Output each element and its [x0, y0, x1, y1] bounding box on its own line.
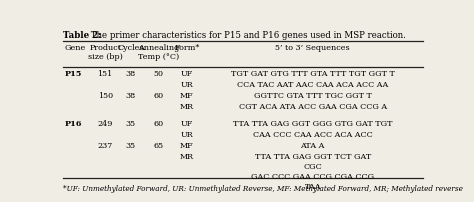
- Text: CCA TAC AAT AAC CAA ACA ACC AA: CCA TAC AAT AAC CAA ACA ACC AA: [237, 80, 388, 88]
- Text: 60: 60: [154, 91, 164, 99]
- Text: 5’ to 3’ Sequences: 5’ to 3’ Sequences: [275, 44, 350, 52]
- Text: Product
size (bp): Product size (bp): [88, 44, 123, 61]
- Text: 35: 35: [126, 120, 136, 128]
- Text: TTA TTA GAG GGT GGG GTG GAT TGT: TTA TTA GAG GGT GGG GTG GAT TGT: [233, 120, 392, 128]
- Text: GGTTC GTA TTT TGC GGT T: GGTTC GTA TTT TGC GGT T: [254, 91, 372, 99]
- Text: TTA TTA GAG GGT TCT GAT
CGC
GAC CCC GAA CCG CGA CCG
TAA: TTA TTA GAG GGT TCT GAT CGC GAC CCC GAA …: [251, 153, 374, 190]
- Text: Form*: Form*: [174, 44, 200, 52]
- Text: ATA A: ATA A: [301, 142, 325, 150]
- Text: 237: 237: [98, 142, 113, 150]
- Text: Cycles: Cycles: [118, 44, 144, 52]
- Text: 151: 151: [98, 69, 113, 77]
- Text: P16: P16: [65, 120, 82, 128]
- Text: CAA CCC CAA ACC ACA ACC: CAA CCC CAA ACC ACA ACC: [253, 131, 373, 139]
- Text: 38: 38: [126, 91, 136, 99]
- Text: *UF: Unmethylated Forward, UR: Unmethylated Reverse, MF: Methylated Forward, MR;: *UF: Unmethylated Forward, UR: Unmethyla…: [63, 184, 463, 192]
- Text: The primer characteristics for P15 and P16 genes used in MSP reaction.: The primer characteristics for P15 and P…: [88, 31, 406, 40]
- Text: 50: 50: [154, 69, 164, 77]
- Text: 65: 65: [154, 142, 164, 150]
- Text: 249: 249: [98, 120, 113, 128]
- Text: CGT ACA ATA ACC GAA CGA CCG A: CGT ACA ATA ACC GAA CGA CCG A: [238, 102, 387, 110]
- Text: 150: 150: [98, 91, 113, 99]
- Text: MF: MF: [180, 91, 194, 99]
- Text: UR: UR: [181, 80, 193, 88]
- Text: MR: MR: [180, 102, 194, 110]
- Text: 35: 35: [126, 142, 136, 150]
- Text: UR: UR: [181, 131, 193, 139]
- Text: UF: UF: [181, 69, 193, 77]
- Text: Annealing
Temp (°C): Annealing Temp (°C): [138, 44, 179, 61]
- Text: UF: UF: [181, 120, 193, 128]
- Text: 60: 60: [154, 120, 164, 128]
- Text: TGT GAT GTG TTT GTA TTT TGT GGT T: TGT GAT GTG TTT GTA TTT TGT GGT T: [231, 69, 395, 77]
- Text: P15: P15: [65, 69, 82, 77]
- Text: MR: MR: [180, 153, 194, 161]
- Text: Table 2:: Table 2:: [63, 31, 101, 40]
- Text: Gene: Gene: [65, 44, 86, 52]
- Text: 38: 38: [126, 69, 136, 77]
- Text: MF: MF: [180, 142, 194, 150]
